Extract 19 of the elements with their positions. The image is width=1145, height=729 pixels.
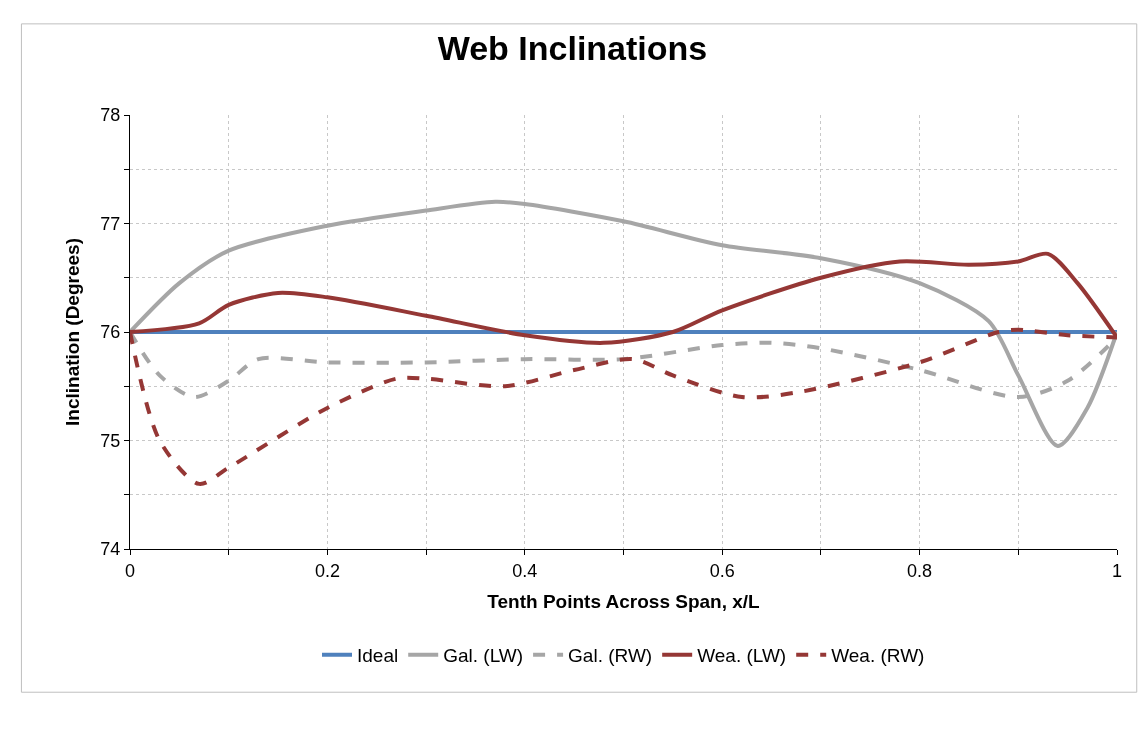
y-tick-label: 74	[100, 539, 121, 560]
legend-label: Ideal	[357, 645, 399, 667]
x-tick-label: 0.2	[314, 560, 340, 581]
legend-label: Gal. (RW)	[568, 645, 653, 667]
x-tick-label: 1	[1111, 560, 1123, 581]
legend-label: Wea. (RW)	[831, 645, 925, 667]
y-axis-title: Inclination (Degrees)	[62, 238, 84, 426]
legend-label: Wea. (LW)	[697, 645, 787, 667]
x-tick-label: 0	[124, 560, 136, 581]
y-tick-label: 77	[100, 213, 121, 234]
y-tick-label: 76	[100, 322, 121, 343]
y-tick-label: 78	[100, 105, 121, 126]
x-tick-label: 0.4	[512, 560, 538, 581]
x-tick-label: 0.8	[907, 560, 933, 581]
x-tick-label: 0.6	[709, 560, 735, 581]
x-axis-title: Tenth Points Across Span, x/L	[487, 591, 761, 613]
y-tick-label: 75	[100, 430, 121, 451]
chart-title: Web Inclinations	[437, 29, 708, 68]
legend-label: Gal. (LW)	[443, 645, 524, 667]
